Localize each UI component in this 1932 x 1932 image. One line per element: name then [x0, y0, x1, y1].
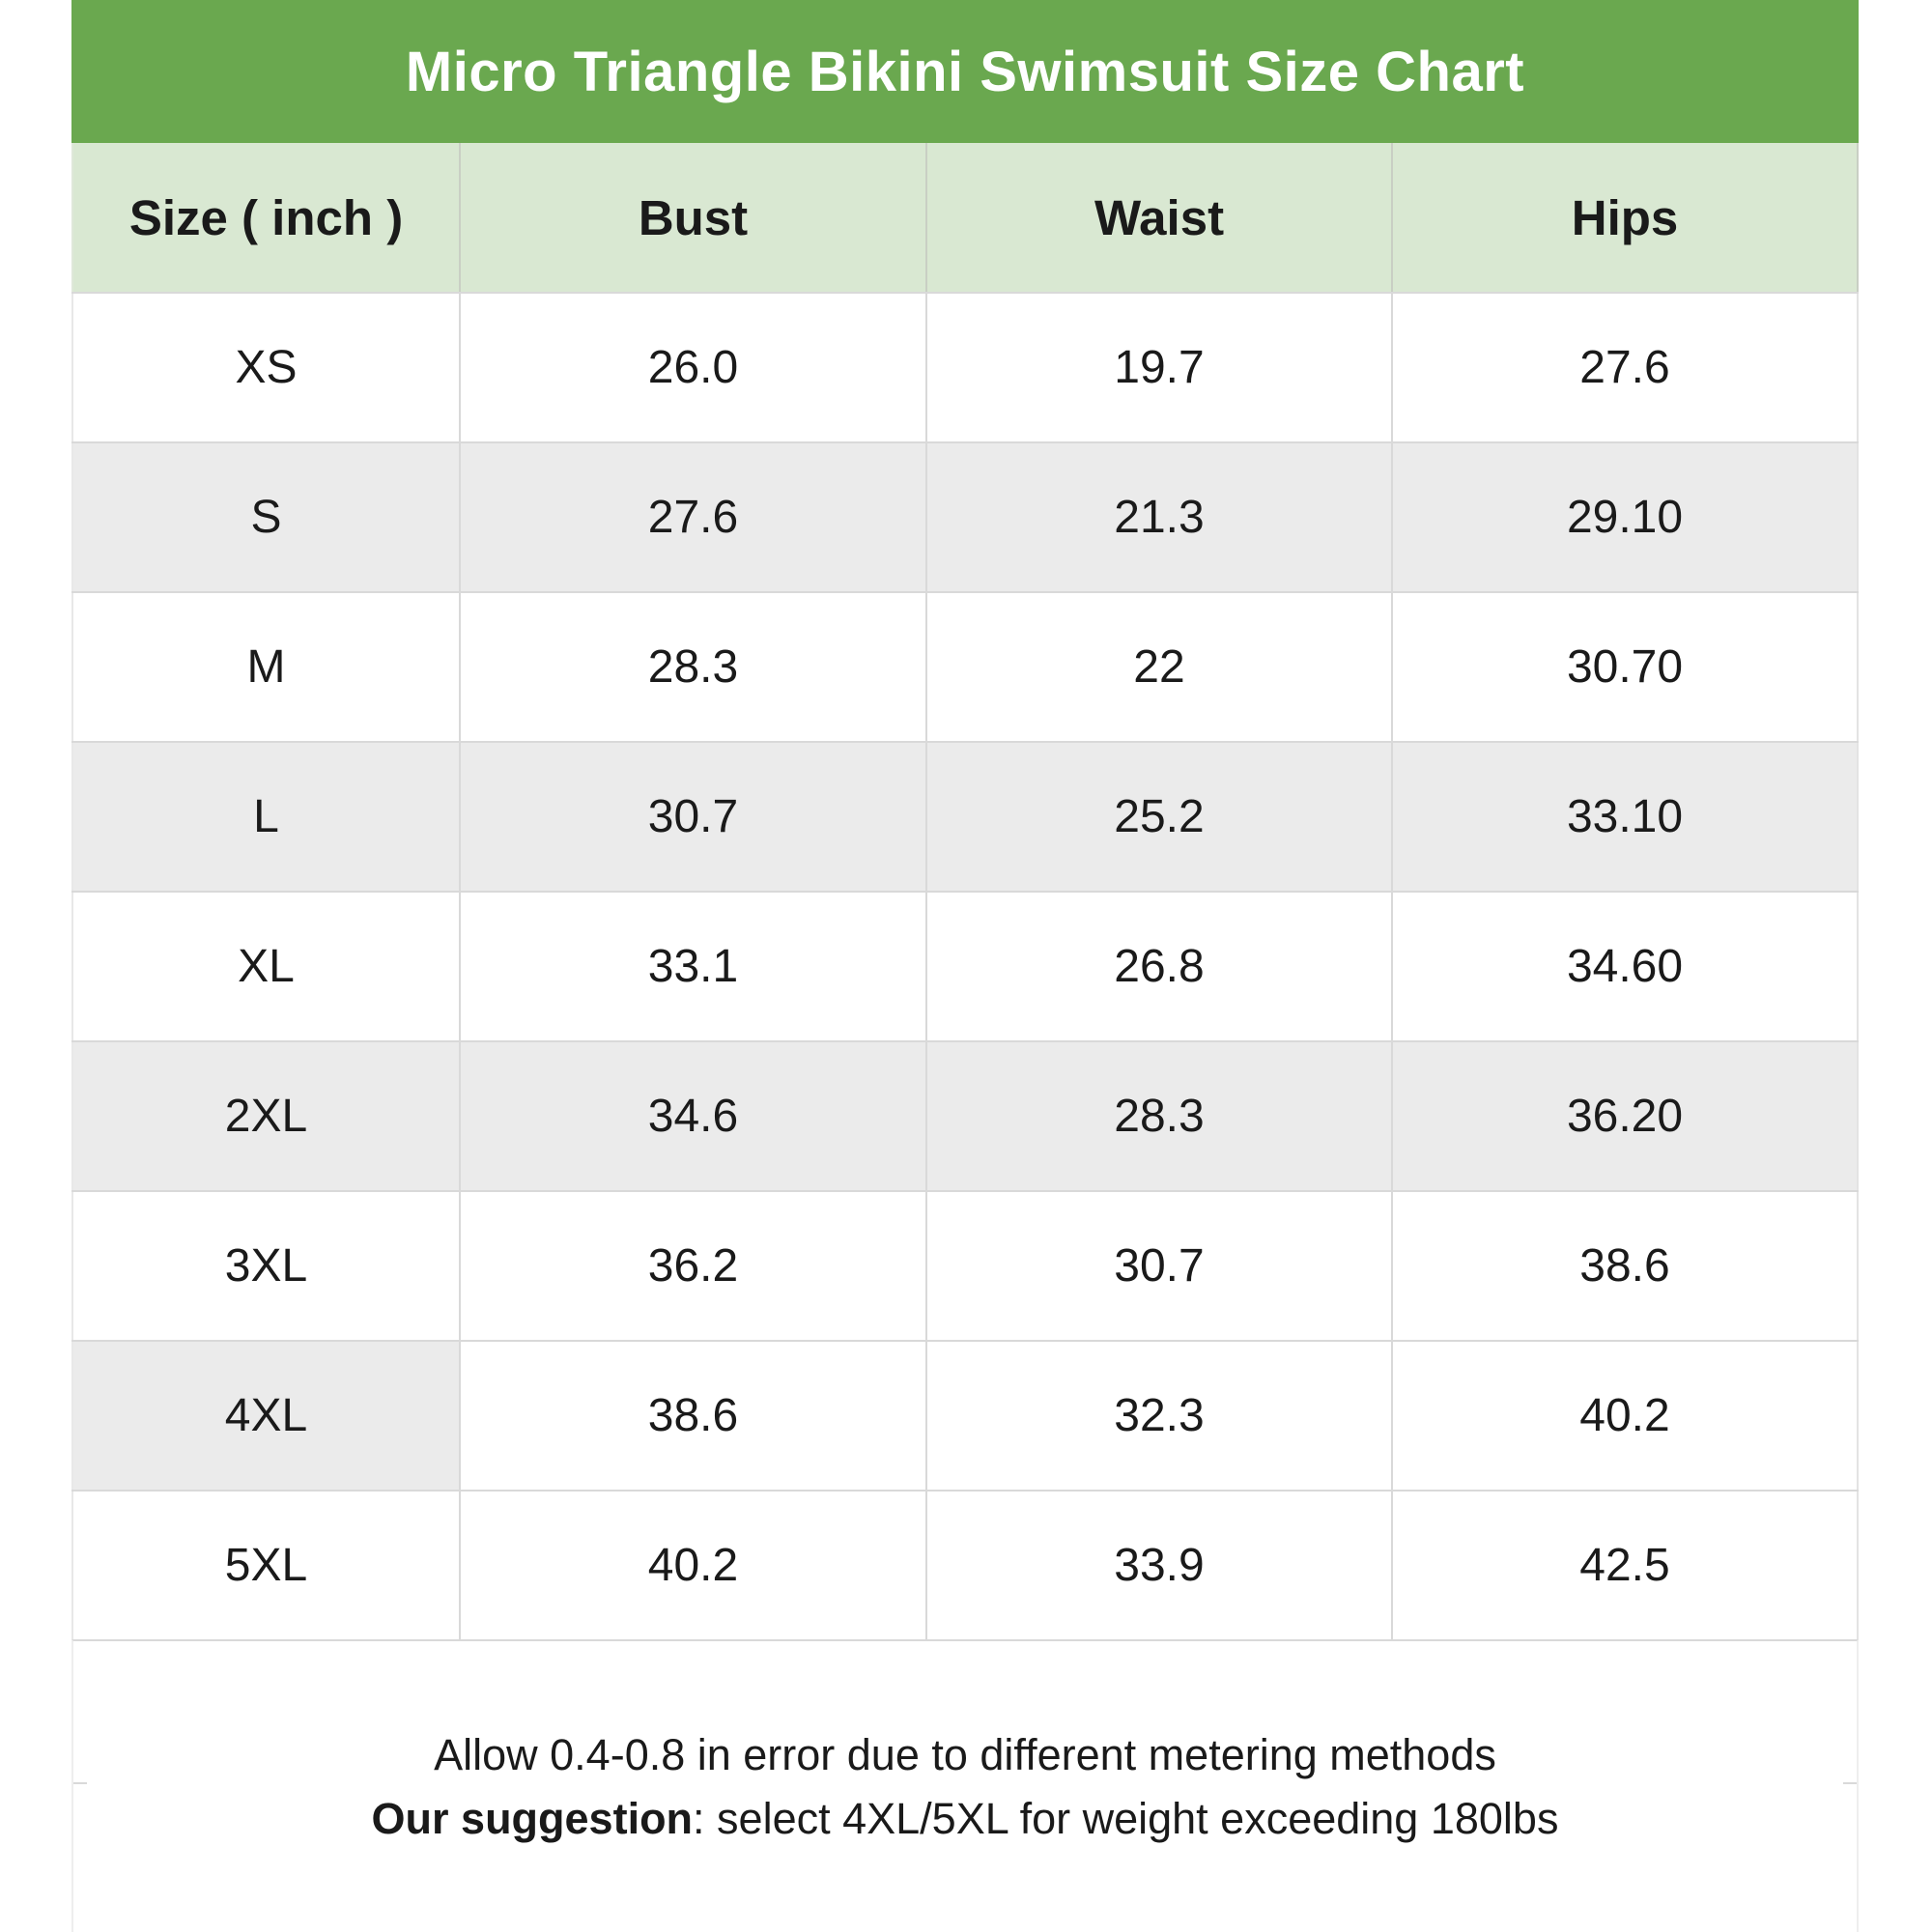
table-cell-waist: 25.2 — [927, 743, 1393, 891]
footer-edge-tick — [1843, 1782, 1857, 1784]
table-row: XL 33.1 26.8 34.60 — [71, 891, 1859, 1040]
table-cell-size: 5XL — [71, 1492, 461, 1639]
table-cell-hips: 33.10 — [1393, 743, 1859, 891]
table-row: 5XL 40.2 33.9 42.5 — [71, 1490, 1859, 1639]
table-cell-hips: 42.5 — [1393, 1492, 1859, 1639]
header-cell-waist: Waist — [927, 143, 1393, 292]
table-cell-hips: 38.6 — [1393, 1192, 1859, 1340]
table-cell-bust: 36.2 — [461, 1192, 927, 1340]
table-cell-hips: 34.60 — [1393, 893, 1859, 1040]
table-cell-waist: 30.7 — [927, 1192, 1393, 1340]
footer-note-line2: Our suggestion: select 4XL/5XL for weigh… — [372, 1787, 1559, 1851]
footer-suggestion-label: Our suggestion — [371, 1793, 694, 1843]
table-cell-waist: 21.3 — [927, 443, 1393, 591]
table-cell-bust: 40.2 — [461, 1492, 927, 1639]
table-cell-size: M — [71, 593, 461, 741]
table-cell-size: L — [71, 743, 461, 891]
table-cell-bust: 28.3 — [461, 593, 927, 741]
table-cell-waist: 19.7 — [927, 294, 1393, 441]
table-cell-size: S — [71, 443, 461, 591]
table-cell-waist: 33.9 — [927, 1492, 1393, 1639]
header-cell-size: Size ( inch ) — [71, 143, 461, 292]
table-row: S 27.6 21.3 29.10 — [71, 441, 1859, 591]
table-body: XS 26.0 19.7 27.6 S 27.6 21.3 29.10 M 28… — [71, 292, 1859, 1639]
table-row: 3XL 36.2 30.7 38.6 — [71, 1190, 1859, 1340]
footer-suggestion-text: : select 4XL/5XL for weight exceeding 18… — [693, 1793, 1559, 1843]
table-cell-waist: 32.3 — [927, 1342, 1393, 1490]
table-cell-waist: 22 — [927, 593, 1393, 741]
table-cell-size: 4XL — [71, 1342, 461, 1490]
size-chart-table: Micro Triangle Bikini Swimsuit Size Char… — [71, 0, 1859, 1932]
table-cell-hips: 40.2 — [1393, 1342, 1859, 1490]
table-cell-bust: 27.6 — [461, 443, 927, 591]
table-cell-bust: 34.6 — [461, 1042, 927, 1190]
footer-edge-tick — [73, 1782, 87, 1784]
table-cell-waist: 28.3 — [927, 1042, 1393, 1190]
table-row: 2XL 34.6 28.3 36.20 — [71, 1040, 1859, 1190]
table-cell-size: 2XL — [71, 1042, 461, 1190]
header-cell-bust: Bust — [461, 143, 927, 292]
table-cell-bust: 38.6 — [461, 1342, 927, 1490]
footer-note-line1: Allow 0.4-0.8 in error due to different … — [434, 1729, 1496, 1779]
chart-title-bar: Micro Triangle Bikini Swimsuit Size Char… — [71, 0, 1859, 143]
table-cell-hips: 27.6 — [1393, 294, 1859, 441]
table-cell-size: XL — [71, 893, 461, 1040]
table-cell-bust: 30.7 — [461, 743, 927, 891]
table-row: XS 26.0 19.7 27.6 — [71, 292, 1859, 441]
table-cell-bust: 33.1 — [461, 893, 927, 1040]
table-cell-hips: 30.70 — [1393, 593, 1859, 741]
table-cell-bust: 26.0 — [461, 294, 927, 441]
page-title: Micro Triangle Bikini Swimsuit Size Char… — [405, 40, 1525, 103]
table-row: M 28.3 22 30.70 — [71, 591, 1859, 741]
table-header-row: Size ( inch ) Bust Waist Hips — [71, 143, 1859, 292]
table-cell-waist: 26.8 — [927, 893, 1393, 1040]
table-cell-hips: 36.20 — [1393, 1042, 1859, 1190]
table-row: L 30.7 25.2 33.10 — [71, 741, 1859, 891]
table-cell-hips: 29.10 — [1393, 443, 1859, 591]
table-cell-size: XS — [71, 294, 461, 441]
table-row: 4XL 38.6 32.3 40.2 — [71, 1340, 1859, 1490]
table-footer-note: Allow 0.4-0.8 in error due to different … — [71, 1639, 1859, 1932]
header-cell-hips: Hips — [1393, 143, 1859, 292]
table-cell-size: 3XL — [71, 1192, 461, 1340]
